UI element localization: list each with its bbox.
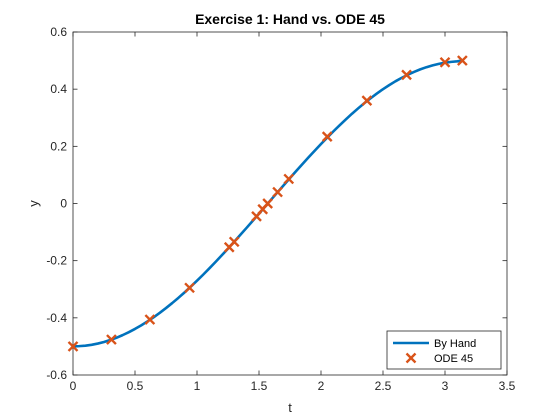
- x-tick-label: 2.5: [375, 379, 392, 393]
- ode45-marker: [361, 95, 373, 106]
- plot-series: [67, 55, 468, 352]
- ode45-marker: [184, 282, 195, 294]
- marker-stroke: [262, 198, 274, 209]
- ode45-marker: [272, 186, 283, 198]
- y-tick-label: -0.2: [46, 254, 67, 268]
- ode45-marker: [401, 69, 412, 81]
- marker-stroke: [283, 173, 295, 185]
- y-tick-label: 0: [60, 197, 67, 211]
- marker-stroke: [439, 56, 451, 68]
- y-tick-label: 0.6: [50, 25, 67, 39]
- chart-title: Exercise 1: Hand vs. ODE 45: [195, 11, 385, 27]
- marker-stroke: [401, 69, 412, 81]
- x-tick-label: 1: [194, 379, 201, 393]
- ode45-marker: [144, 314, 156, 325]
- legend: By Hand ODE 45: [386, 330, 502, 370]
- x-tick-label: 0: [70, 379, 77, 393]
- legend-label-ode45: ODE 45: [434, 353, 473, 365]
- ticks: 0 0.5 1 1.5 2 2.5 3 3.5 -0.6 -0.4 -0.2 0 0.2 0.4 0.6: [46, 25, 515, 393]
- marker-stroke: [67, 341, 79, 352]
- ode45-marker: [67, 341, 79, 352]
- y-tick-label: 0.2: [50, 139, 67, 153]
- x-axis-label: t: [288, 400, 292, 415]
- ode45-marker: [439, 56, 451, 68]
- marker-stroke: [144, 314, 156, 325]
- y-axis-label: y: [26, 200, 41, 207]
- marker-stroke: [272, 186, 283, 198]
- x-tick-label: 3: [442, 379, 449, 393]
- x-tick-label: 3.5: [499, 379, 516, 393]
- marker-stroke: [106, 334, 117, 345]
- legend-box: [386, 330, 502, 370]
- x-tick-label: 1.5: [251, 379, 268, 393]
- axes: [72, 31, 508, 376]
- marker-stroke: [361, 95, 373, 106]
- y-tick-label: -0.4: [46, 311, 67, 325]
- marker-stroke: [457, 55, 468, 66]
- marker-stroke: [228, 236, 240, 248]
- x-tick-label: 2: [318, 379, 325, 393]
- marker-stroke: [321, 131, 333, 142]
- y-tick-label: 0.4: [50, 82, 67, 96]
- marker-stroke: [405, 352, 417, 364]
- ode45-marker: [457, 55, 468, 66]
- ode45-marker: [283, 173, 295, 185]
- y-tick-label: -0.6: [46, 368, 67, 382]
- ode45-marker: [228, 236, 240, 248]
- marker-stroke: [184, 282, 195, 294]
- legend-label-by-hand: By Hand: [434, 338, 476, 350]
- x-tick-label: 0.5: [127, 379, 144, 393]
- ode45-marker: [106, 334, 117, 345]
- ode45-marker: [262, 198, 274, 209]
- plot-area: [72, 31, 508, 376]
- ode45-marker: [321, 131, 333, 142]
- legend-swatch-ode45: [405, 352, 417, 364]
